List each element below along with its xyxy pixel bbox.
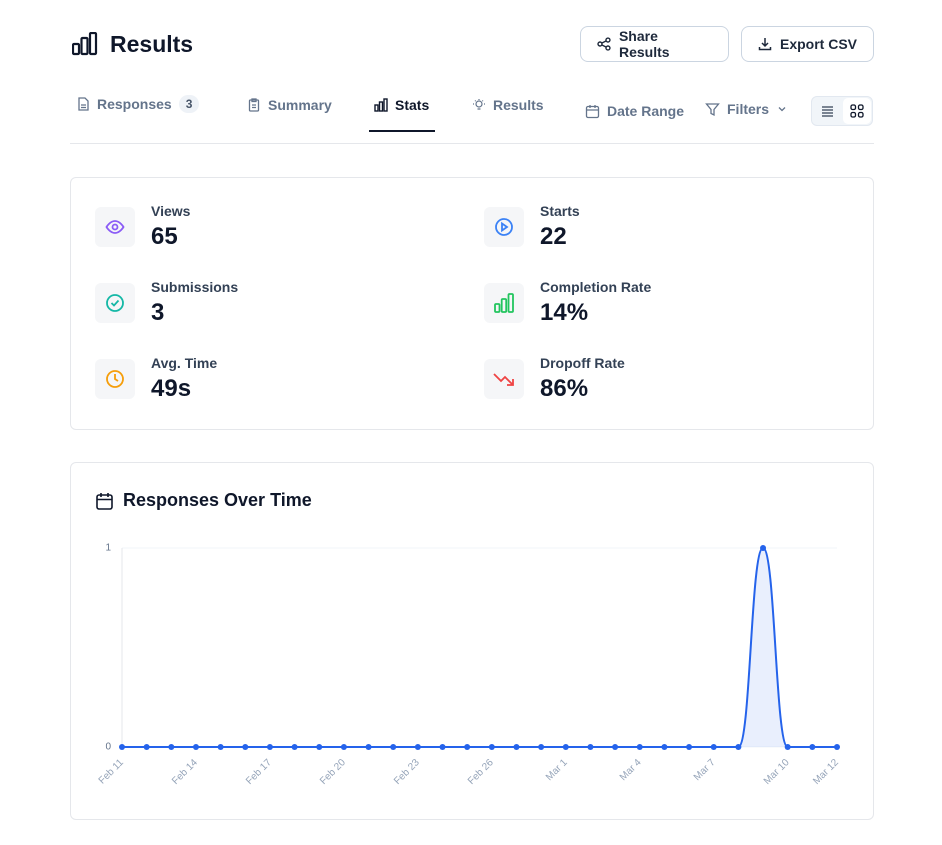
stat-icon: [484, 359, 524, 399]
line: [122, 546, 837, 748]
point: [414, 744, 421, 750]
view-toggle: [811, 96, 873, 126]
tab-label: Results: [493, 97, 544, 113]
share-button[interactable]: Share Results: [580, 26, 729, 62]
stat-icon: [484, 207, 524, 247]
point: [143, 744, 150, 750]
point: [834, 744, 840, 750]
x-tick-label: Mar 7: [692, 757, 718, 783]
tab-badge: 3: [178, 95, 200, 113]
stat: Starts 22: [540, 203, 580, 251]
stat-label: Dropoff Rate: [540, 355, 625, 371]
stat: Dropoff Rate 86%: [540, 355, 625, 403]
point: [784, 744, 791, 750]
date-range[interactable]: Date Range: [585, 103, 684, 119]
stat: Completion Rate 14%: [540, 279, 651, 327]
export-button[interactable]: Export CSV: [741, 26, 874, 62]
point: [316, 744, 323, 750]
chart-icon: [96, 493, 113, 510]
area: [122, 548, 837, 747]
stat-label: Avg. Time: [151, 355, 218, 371]
tab-active[interactable]: Stats: [374, 97, 429, 113]
stat: Avg. Time 49s: [151, 355, 217, 403]
x-tick-label: Mar 1: [544, 757, 570, 783]
stats-card: [70, 177, 874, 430]
point: [365, 744, 372, 750]
point: [760, 545, 767, 551]
point: [661, 744, 668, 750]
tab[interactable]: Responses 3: [76, 95, 200, 113]
divider: [70, 143, 874, 144]
point: [809, 744, 816, 750]
tab[interactable]: Results: [472, 97, 544, 113]
x-tick-label: Feb 26: [466, 757, 496, 787]
stat-value: 22: [540, 223, 567, 250]
filters-label: Filters: [727, 101, 770, 117]
stat-value: 49s: [151, 375, 192, 402]
point: [119, 744, 125, 750]
x-tick-label: Feb 17: [244, 757, 274, 787]
stat-icon: [95, 283, 135, 323]
grid-view[interactable]: [843, 98, 871, 124]
x-tick-label: Mar 4: [618, 757, 644, 783]
stat-label: Starts: [540, 203, 580, 219]
results-icon: [72, 32, 98, 56]
stat-value: 3: [151, 299, 165, 326]
stat-label: Submissions: [151, 279, 239, 295]
y-tick-label: 0: [105, 742, 111, 753]
chart-card: [70, 462, 874, 820]
stat-value: 86%: [540, 375, 589, 402]
tab-label: Responses: [97, 96, 172, 112]
point: [266, 744, 273, 750]
stat-icon: [484, 283, 524, 323]
tab-label: Summary: [268, 97, 332, 113]
point: [340, 744, 347, 750]
point: [735, 744, 742, 750]
y-tick-label: 1: [105, 543, 111, 554]
point: [439, 744, 446, 750]
stat-icon: [95, 207, 135, 247]
chart-title: Responses Over Time: [123, 490, 312, 510]
point: [636, 744, 643, 750]
stat-label: Completion Rate: [540, 279, 652, 295]
stat: Submissions 3: [151, 279, 238, 327]
point: [488, 744, 495, 750]
x-tick-label: Feb 20: [318, 757, 348, 787]
point: [217, 744, 224, 750]
tab-label: Stats: [395, 97, 430, 113]
stat: Views 65: [151, 203, 190, 251]
page-title: Results: [110, 31, 194, 57]
button-label: Share Results: [618, 28, 670, 60]
point: [192, 744, 199, 750]
point: [612, 744, 619, 750]
x-tick-label: Mar 12: [811, 757, 841, 787]
point: [538, 744, 545, 750]
date-range-label: Date Range: [607, 103, 685, 119]
tab-underline: [369, 130, 435, 132]
tab[interactable]: Summary: [247, 97, 332, 113]
button-label: Export CSV: [780, 36, 858, 52]
x-tick-label: Feb 11: [97, 757, 127, 787]
point: [710, 744, 717, 750]
point: [686, 744, 693, 750]
point: [464, 744, 471, 750]
point: [291, 744, 298, 750]
stat-icon: [95, 359, 135, 399]
stat-value: 14%: [540, 299, 589, 326]
filters[interactable]: Filters: [705, 101, 788, 117]
point: [562, 744, 569, 750]
point: [587, 744, 594, 750]
list-view[interactable]: [821, 105, 834, 117]
x-tick-label: Feb 23: [392, 757, 422, 787]
x-tick-label: Feb 14: [170, 757, 200, 787]
point: [513, 744, 520, 750]
stat-value: 65: [151, 223, 178, 250]
point: [168, 744, 175, 750]
x-tick-label: Mar 10: [762, 757, 792, 787]
point: [242, 744, 249, 750]
point: [390, 744, 397, 750]
chart: Responses Over Time 0 1 Feb 11 Feb 14 Feb 17…: [96, 490, 841, 787]
stat-label: Views: [151, 203, 191, 219]
